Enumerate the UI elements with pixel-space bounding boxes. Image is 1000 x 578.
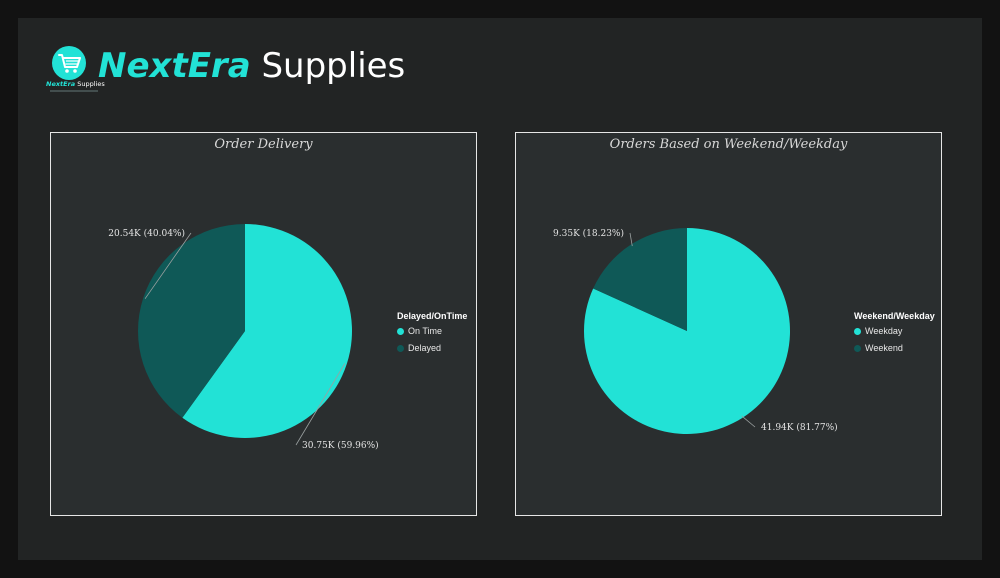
- leader-line: [144, 232, 192, 299]
- leader-line: [295, 363, 346, 446]
- chart-title: Orders Based on Weekend/Weekday: [609, 137, 848, 152]
- legend-item-delayed[interactable]: Delayed: [397, 343, 441, 353]
- order-delivery-panel[interactable]: Order Delivery 30.75K (59.96%) 20.54K (40…: [50, 132, 477, 516]
- data-label: 20.54K (40.04%): [108, 228, 185, 239]
- data-label: 9.35K (18.23%): [553, 228, 624, 239]
- legend-dot-icon: [854, 344, 861, 352]
- order-delivery-pie: 30.75K (59.96%) 20.54K (40.04%): [108, 224, 379, 451]
- brand-name-rest: Supplies: [261, 46, 406, 86]
- leader-line: [741, 415, 756, 428]
- legend-dot-icon: [397, 327, 404, 335]
- legend-title: Delayed/OnTime: [397, 311, 468, 321]
- weekend-weekday-pie: 41.94K (81.77%) 9.35K (18.23%): [553, 228, 838, 434]
- legend-item-weekday[interactable]: Weekday: [854, 326, 902, 336]
- logo-wordmark: NextEra Supplies: [46, 80, 105, 88]
- weekend-weekday-panel[interactable]: Orders Based on Weekend/Weekday 41.94K (…: [515, 132, 942, 516]
- logo-tagline-line: [50, 90, 98, 92]
- legend-title: Weekend/Weekday: [854, 311, 935, 321]
- brand-name-accent: NextEra: [98, 46, 251, 86]
- legend-item-on-time[interactable]: On Time: [397, 326, 442, 336]
- page-title: NextEra Supplies: [98, 44, 405, 88]
- leader-line: [629, 232, 633, 247]
- legend-item-weekend[interactable]: Weekend: [854, 343, 903, 353]
- pie-slice-weekend[interactable]: [593, 228, 687, 331]
- dashboard-frame: NextEra Supplies NextEra Supplies Order …: [18, 18, 982, 560]
- pie-slice-delayed[interactable]: [138, 224, 245, 418]
- legend-dot-icon: [397, 344, 404, 352]
- pie-slice-on-time[interactable]: [182, 224, 352, 438]
- legend-dot-icon: [854, 327, 861, 335]
- logo-badge: [52, 46, 86, 80]
- data-label: 41.94K (81.77%): [761, 422, 838, 433]
- chart-title: Order Delivery: [214, 137, 313, 152]
- shopping-cart-icon: [58, 54, 81, 73]
- data-label: 30.75K (59.96%): [302, 440, 379, 451]
- brand-logo: NextEra Supplies: [46, 42, 105, 92]
